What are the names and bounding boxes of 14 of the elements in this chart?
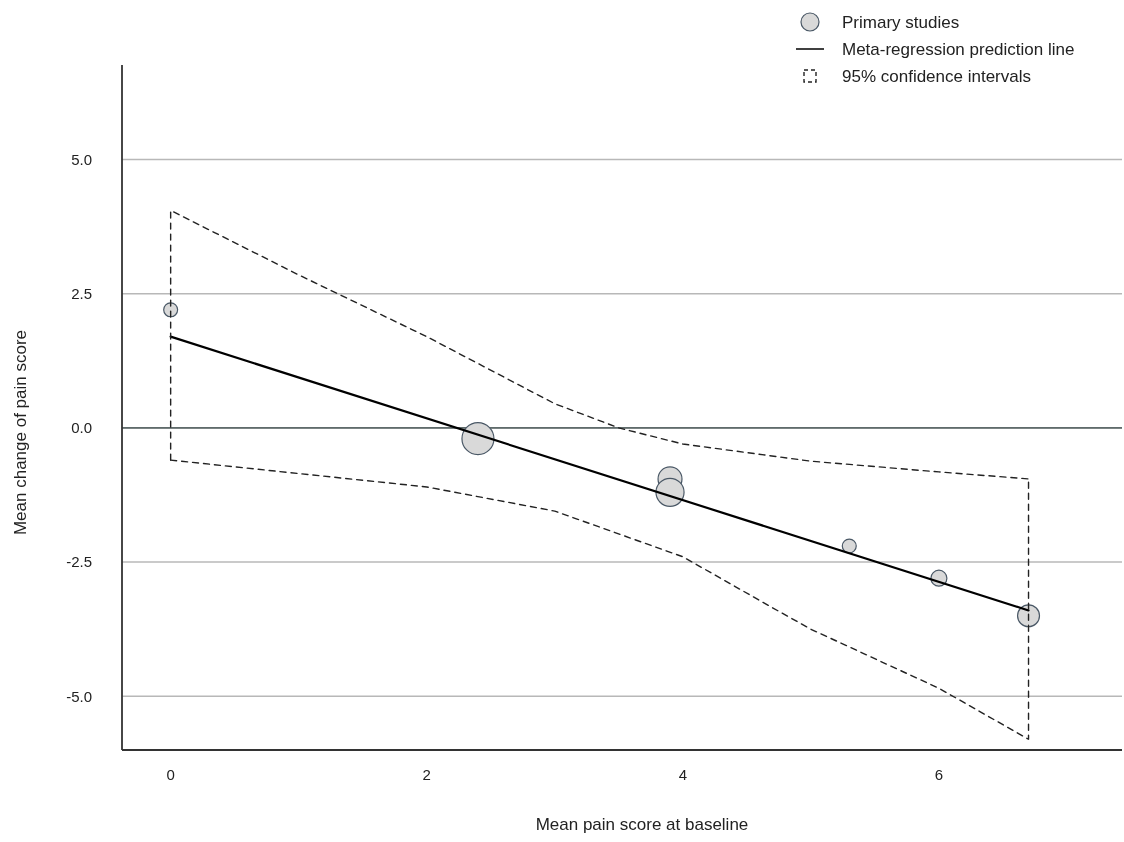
y-tick-label: 5.0	[71, 150, 92, 168]
x-tick-label: 6	[934, 766, 944, 783]
x-axis-title: Mean pain score at baseline	[535, 815, 749, 834]
x-tick-label: 4	[678, 766, 687, 783]
legend-label: Meta-regression prediction line	[842, 39, 1075, 59]
y-tick-label: -5.0	[66, 687, 92, 705]
x-tick-label: 0	[166, 766, 175, 783]
y-tick-label: 0.0	[71, 419, 92, 437]
legend-label: 95% confidence intervals	[842, 66, 1032, 86]
y-axis-title: Mean change of pain score	[11, 329, 30, 536]
x-tick-label: 2	[422, 766, 431, 783]
y-tick-label: -2.5	[66, 553, 92, 571]
legend-label: Primary studies	[842, 12, 960, 32]
y-tick-label: 2.5	[71, 284, 92, 302]
